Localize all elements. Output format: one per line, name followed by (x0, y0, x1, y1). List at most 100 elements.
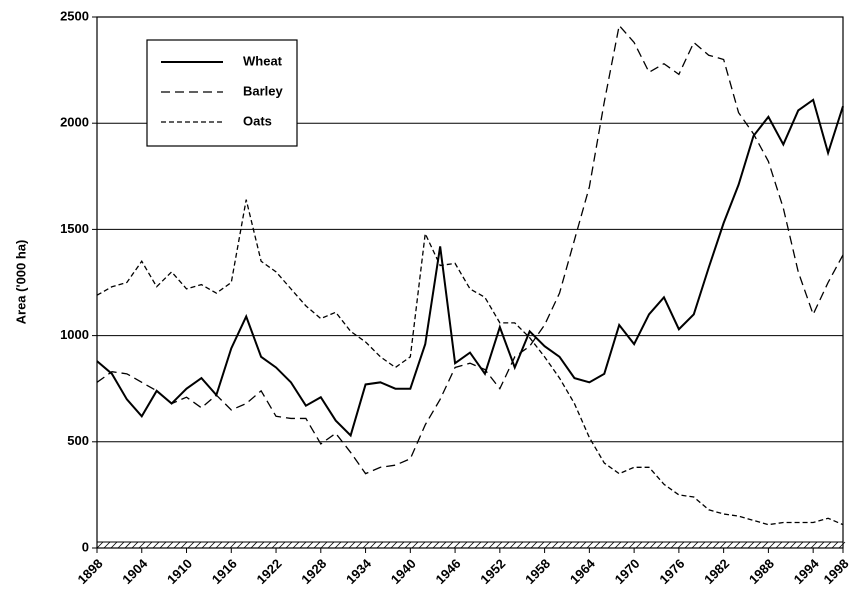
hatch (257, 541, 265, 549)
hatch (782, 541, 790, 549)
x-tick-label: 1952 (477, 556, 508, 587)
hatch (152, 541, 160, 549)
hatch (173, 541, 181, 549)
hatch (705, 541, 713, 549)
hatch (740, 541, 748, 549)
hatch (656, 541, 664, 549)
hatch (565, 541, 573, 549)
hatch (446, 541, 454, 549)
hatch (383, 541, 391, 549)
hatch (159, 541, 167, 549)
hatch (215, 541, 223, 549)
x-tick-label: 1904 (119, 555, 151, 587)
hatch (131, 541, 139, 549)
hatch (194, 541, 202, 549)
hatch (467, 541, 475, 549)
hatch (390, 541, 398, 549)
legend-box (146, 39, 298, 147)
x-tick-label: 1934 (343, 555, 375, 587)
x-tick-label: 1940 (388, 556, 419, 587)
hatch (292, 541, 300, 549)
hatch (362, 541, 370, 549)
hatch (502, 541, 510, 549)
hatch (691, 541, 699, 549)
hatch (460, 541, 468, 549)
legend-label: Wheat (243, 53, 283, 68)
x-tick-label: 1982 (701, 556, 732, 587)
hatch (166, 541, 174, 549)
y-tick-label: 1500 (60, 221, 89, 236)
hatch (712, 541, 720, 549)
hatch (306, 541, 314, 549)
hatch (684, 541, 692, 549)
hatch (236, 541, 244, 549)
hatch (600, 541, 608, 549)
hatch (313, 541, 321, 549)
hatch (775, 541, 783, 549)
hatch (698, 541, 706, 549)
hatch (579, 541, 587, 549)
axis-strip (96, 541, 844, 549)
hatch (544, 541, 552, 549)
y-axis-label: Area ('000 ha) (13, 240, 28, 325)
hatch (754, 541, 762, 549)
hatch (803, 541, 811, 549)
hatch (334, 541, 342, 549)
hatch (481, 541, 489, 549)
hatch (418, 541, 426, 549)
hatch (264, 541, 272, 549)
hatch (796, 541, 804, 549)
hatch (810, 541, 818, 549)
series-line (96, 199, 844, 526)
legend-label: Oats (243, 113, 272, 128)
hatch (243, 541, 251, 549)
x-tick-label: 1958 (522, 556, 553, 587)
hatch (635, 541, 643, 549)
hatch (558, 541, 566, 549)
hatch (299, 541, 307, 549)
hatch (432, 541, 440, 549)
x-tick-label: 1898 (74, 556, 105, 587)
hatch (838, 541, 846, 549)
x-tick-label: 1964 (567, 555, 599, 587)
hatch (614, 541, 622, 549)
hatch (229, 541, 237, 549)
hatch (411, 541, 419, 549)
hatch (439, 541, 447, 549)
hatch (733, 541, 741, 549)
hatch (341, 541, 349, 549)
x-tick-label: 1976 (656, 556, 687, 587)
x-tick-label: 1988 (746, 556, 777, 587)
hatch (355, 541, 363, 549)
hatch (670, 541, 678, 549)
hatch (530, 541, 538, 549)
y-tick-label: 1000 (60, 327, 89, 342)
hatch (103, 541, 111, 549)
hatch (201, 541, 209, 549)
hatch (726, 541, 734, 549)
hatch (397, 541, 405, 549)
hatch (117, 541, 125, 549)
x-tick-label: 1916 (209, 556, 240, 587)
hatch (516, 541, 524, 549)
hatch (719, 541, 727, 549)
hatch (124, 541, 132, 549)
hatch (208, 541, 216, 549)
hatch (320, 541, 328, 549)
hatch (642, 541, 650, 549)
hatch (509, 541, 517, 549)
hatch (145, 541, 153, 549)
x-tick-label: 1922 (254, 556, 285, 587)
hatch (831, 541, 839, 549)
hatch (523, 541, 531, 549)
hatch (621, 541, 629, 549)
hatch (761, 541, 769, 549)
y-tick-label: 500 (67, 433, 89, 448)
hatch (250, 541, 258, 549)
hatch (285, 541, 293, 549)
x-tick-label: 1998 (820, 556, 851, 587)
y-tick-label: 0 (82, 539, 89, 554)
hatch (348, 541, 356, 549)
hatch (649, 541, 657, 549)
hatch (110, 541, 118, 549)
